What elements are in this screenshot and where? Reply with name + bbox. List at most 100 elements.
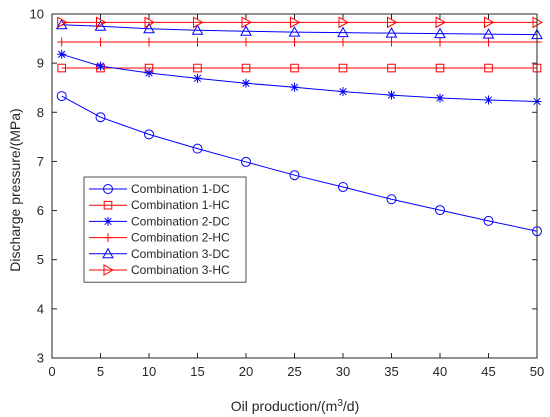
legend-marker [103, 233, 113, 243]
plot-layer [55, 16, 544, 237]
data-point [96, 37, 105, 47]
x-tick-label: 25 [287, 364, 301, 379]
data-point [95, 112, 106, 123]
data-point [482, 28, 495, 39]
data-point [144, 37, 154, 47]
x-tick-label: 35 [384, 364, 398, 379]
y-tick-label: 5 [37, 252, 44, 267]
data-point [288, 26, 301, 37]
x-tick-label: 45 [481, 364, 495, 379]
data-point [192, 143, 203, 154]
series-6 [57, 16, 544, 29]
x-tick-label: 10 [142, 364, 156, 379]
legend-label: Combination 3-HC [131, 263, 230, 277]
legend-marker [103, 200, 113, 210]
data-point [435, 205, 445, 216]
data-point [241, 37, 251, 47]
y-tick-label: 8 [37, 105, 44, 120]
x-tick-label: 0 [48, 364, 55, 379]
data-point [385, 27, 398, 38]
legend-entry: Combination 1-DC [89, 182, 230, 196]
legend-label: Combination 1-HC [131, 198, 230, 212]
series-1 [56, 91, 542, 237]
data-point [435, 16, 447, 29]
legend-label: Combination 3-DC [131, 247, 230, 261]
data-point [144, 68, 154, 78]
data-point [387, 37, 396, 47]
data-point [435, 63, 445, 73]
data-point [96, 61, 105, 71]
legend-label: Combination 2-DC [131, 214, 230, 228]
x-tick-label: 30 [336, 364, 350, 379]
series-2 [57, 63, 542, 73]
data-point [143, 22, 155, 34]
data-point [435, 37, 445, 47]
x-tick-label: 15 [190, 364, 204, 379]
data-point [290, 82, 299, 92]
data-point [484, 95, 493, 105]
data-point [193, 16, 204, 29]
data-point [386, 194, 397, 205]
data-point [387, 16, 398, 29]
data-point [435, 93, 445, 103]
x-axis-label: Oil production/(m3/d) [231, 398, 360, 414]
data-point [57, 63, 67, 73]
x-tick-label: 40 [433, 364, 447, 379]
data-point [240, 25, 252, 36]
data-point [483, 215, 494, 226]
x-tick-label: 5 [97, 364, 104, 379]
data-point [290, 37, 299, 47]
legend-entry: Combination 2-DC [89, 214, 230, 228]
data-point [434, 27, 446, 39]
data-point [144, 16, 156, 29]
legend-marker [102, 247, 114, 259]
data-point [94, 20, 107, 31]
series-4 [57, 37, 542, 47]
y-tick-label: 3 [37, 351, 44, 366]
series-line [61, 24, 538, 36]
data-point [57, 49, 67, 59]
legend-entry: Combination 2-HC [89, 231, 230, 245]
legend-marker [103, 264, 115, 276]
data-point [241, 156, 251, 167]
data-point [290, 63, 299, 73]
data-point [56, 91, 67, 102]
legend-marker [103, 216, 113, 226]
y-tick-label: 7 [37, 154, 44, 169]
legend-marker [103, 184, 113, 194]
data-point [57, 37, 67, 47]
series-line [61, 95, 538, 232]
data-point [337, 26, 349, 38]
data-point [290, 16, 301, 29]
data-point [387, 90, 396, 100]
data-point [387, 63, 396, 73]
y-tick-label: 9 [37, 56, 44, 71]
y-tick-label: 10 [30, 7, 44, 22]
data-point [338, 87, 348, 97]
legend-entry: Combination 3-HC [89, 263, 230, 277]
data-point [96, 16, 107, 29]
x-tick-label: 20 [239, 364, 253, 379]
data-point [193, 37, 202, 47]
data-point [241, 78, 251, 88]
legend-box [83, 176, 247, 283]
data-point [241, 63, 251, 73]
data-point [338, 181, 348, 192]
y-tick-label: 4 [37, 301, 44, 316]
data-point [193, 63, 202, 73]
data-point [241, 16, 253, 29]
legend: Combination 1-DC Combination 1-HC Combinat… [83, 176, 247, 283]
data-point [338, 63, 348, 73]
data-point [57, 16, 68, 29]
legend-label: Combination 1-DC [131, 182, 230, 196]
data-point [484, 16, 495, 29]
data-point [289, 170, 300, 181]
y-tick-label: 6 [37, 203, 44, 218]
data-point [191, 24, 204, 35]
legend-entry: Combination 3-DC [89, 247, 230, 261]
data-point [144, 129, 154, 140]
x-tick-label: 50 [530, 364, 544, 379]
legend-entry: Combination 1-HC [89, 198, 230, 212]
